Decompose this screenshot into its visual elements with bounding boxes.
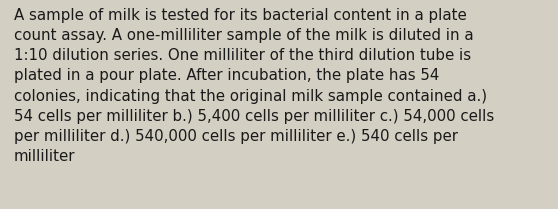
- Text: A sample of milk is tested for its bacterial content in a plate
count assay. A o: A sample of milk is tested for its bacte…: [14, 8, 494, 164]
